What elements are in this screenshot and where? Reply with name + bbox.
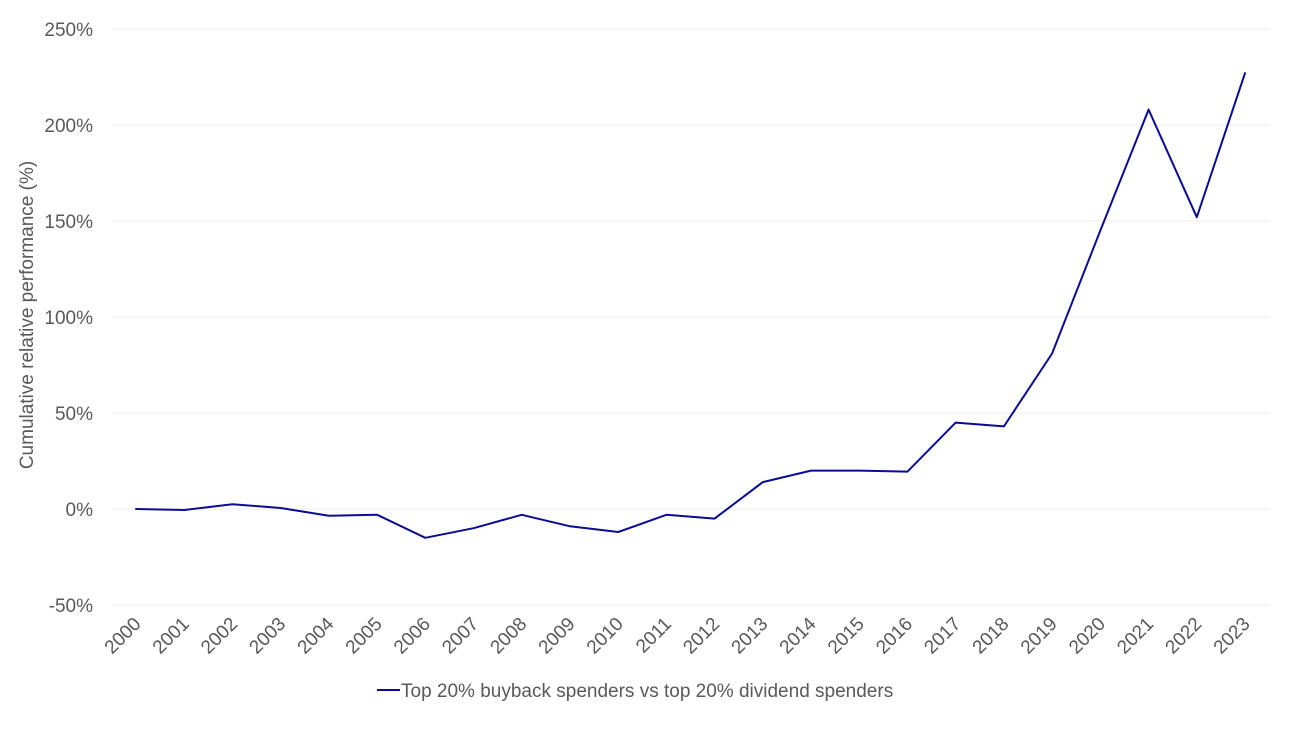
x-tick-label: 2003	[245, 614, 290, 659]
x-tick-label: 2007	[438, 614, 483, 659]
x-tick-label: 2017	[920, 614, 965, 659]
y-tick-label: -50%	[49, 596, 93, 617]
x-tick-label: 2018	[969, 614, 1014, 659]
x-tick-label: 2004	[294, 613, 339, 658]
x-tick-label: 2020	[1065, 614, 1110, 659]
x-tick-label: 2013	[728, 614, 773, 659]
x-tick-label: 2000	[101, 614, 146, 659]
x-tick-label: 2001	[149, 614, 194, 659]
x-tick-label: 2022	[1162, 614, 1207, 659]
x-tick-label: 2011	[632, 614, 676, 658]
x-tick-label: 2012	[679, 614, 724, 659]
legend-label: Top 20% buyback spenders vs top 20% divi…	[401, 681, 893, 702]
x-axis-tick-labels: 2000 2001 2002 2003 2004 2005 2006 2007 2008 2009…	[101, 613, 1255, 658]
legend: Top 20% buyback spenders vs top 20% divi…	[377, 681, 893, 702]
y-tick-label: 100%	[44, 308, 93, 329]
x-tick-label: 2006	[390, 614, 435, 659]
x-tick-label: 2016	[872, 614, 917, 659]
y-tick-label: 150%	[44, 212, 93, 233]
x-tick-label: 2005	[342, 614, 387, 659]
series-line	[135, 72, 1246, 539]
x-tick-label: 2002	[197, 614, 242, 659]
x-tick-label: 2008	[487, 614, 532, 659]
series-lines	[135, 72, 1246, 539]
x-tick-label: 2023	[1210, 614, 1255, 659]
x-tick-label: 2014	[776, 613, 821, 658]
y-tick-label: 250%	[44, 20, 93, 41]
x-tick-label: 2015	[824, 614, 869, 659]
y-tick-label: 200%	[44, 116, 93, 137]
x-tick-label: 2019	[1017, 614, 1062, 659]
x-tick-label: 2021	[1113, 614, 1158, 659]
y-axis-tick-labels: -50% 0% 50% 100% 150% 200% 250%	[44, 20, 93, 617]
x-tick-label: 2010	[583, 614, 628, 659]
gridlines	[112, 28, 1270, 606]
y-tick-label: 0%	[66, 500, 94, 521]
x-tick-label: 2009	[535, 614, 580, 659]
y-axis-title: Cumulative relative performance (%)	[17, 161, 38, 469]
y-tick-label: 50%	[55, 404, 93, 425]
